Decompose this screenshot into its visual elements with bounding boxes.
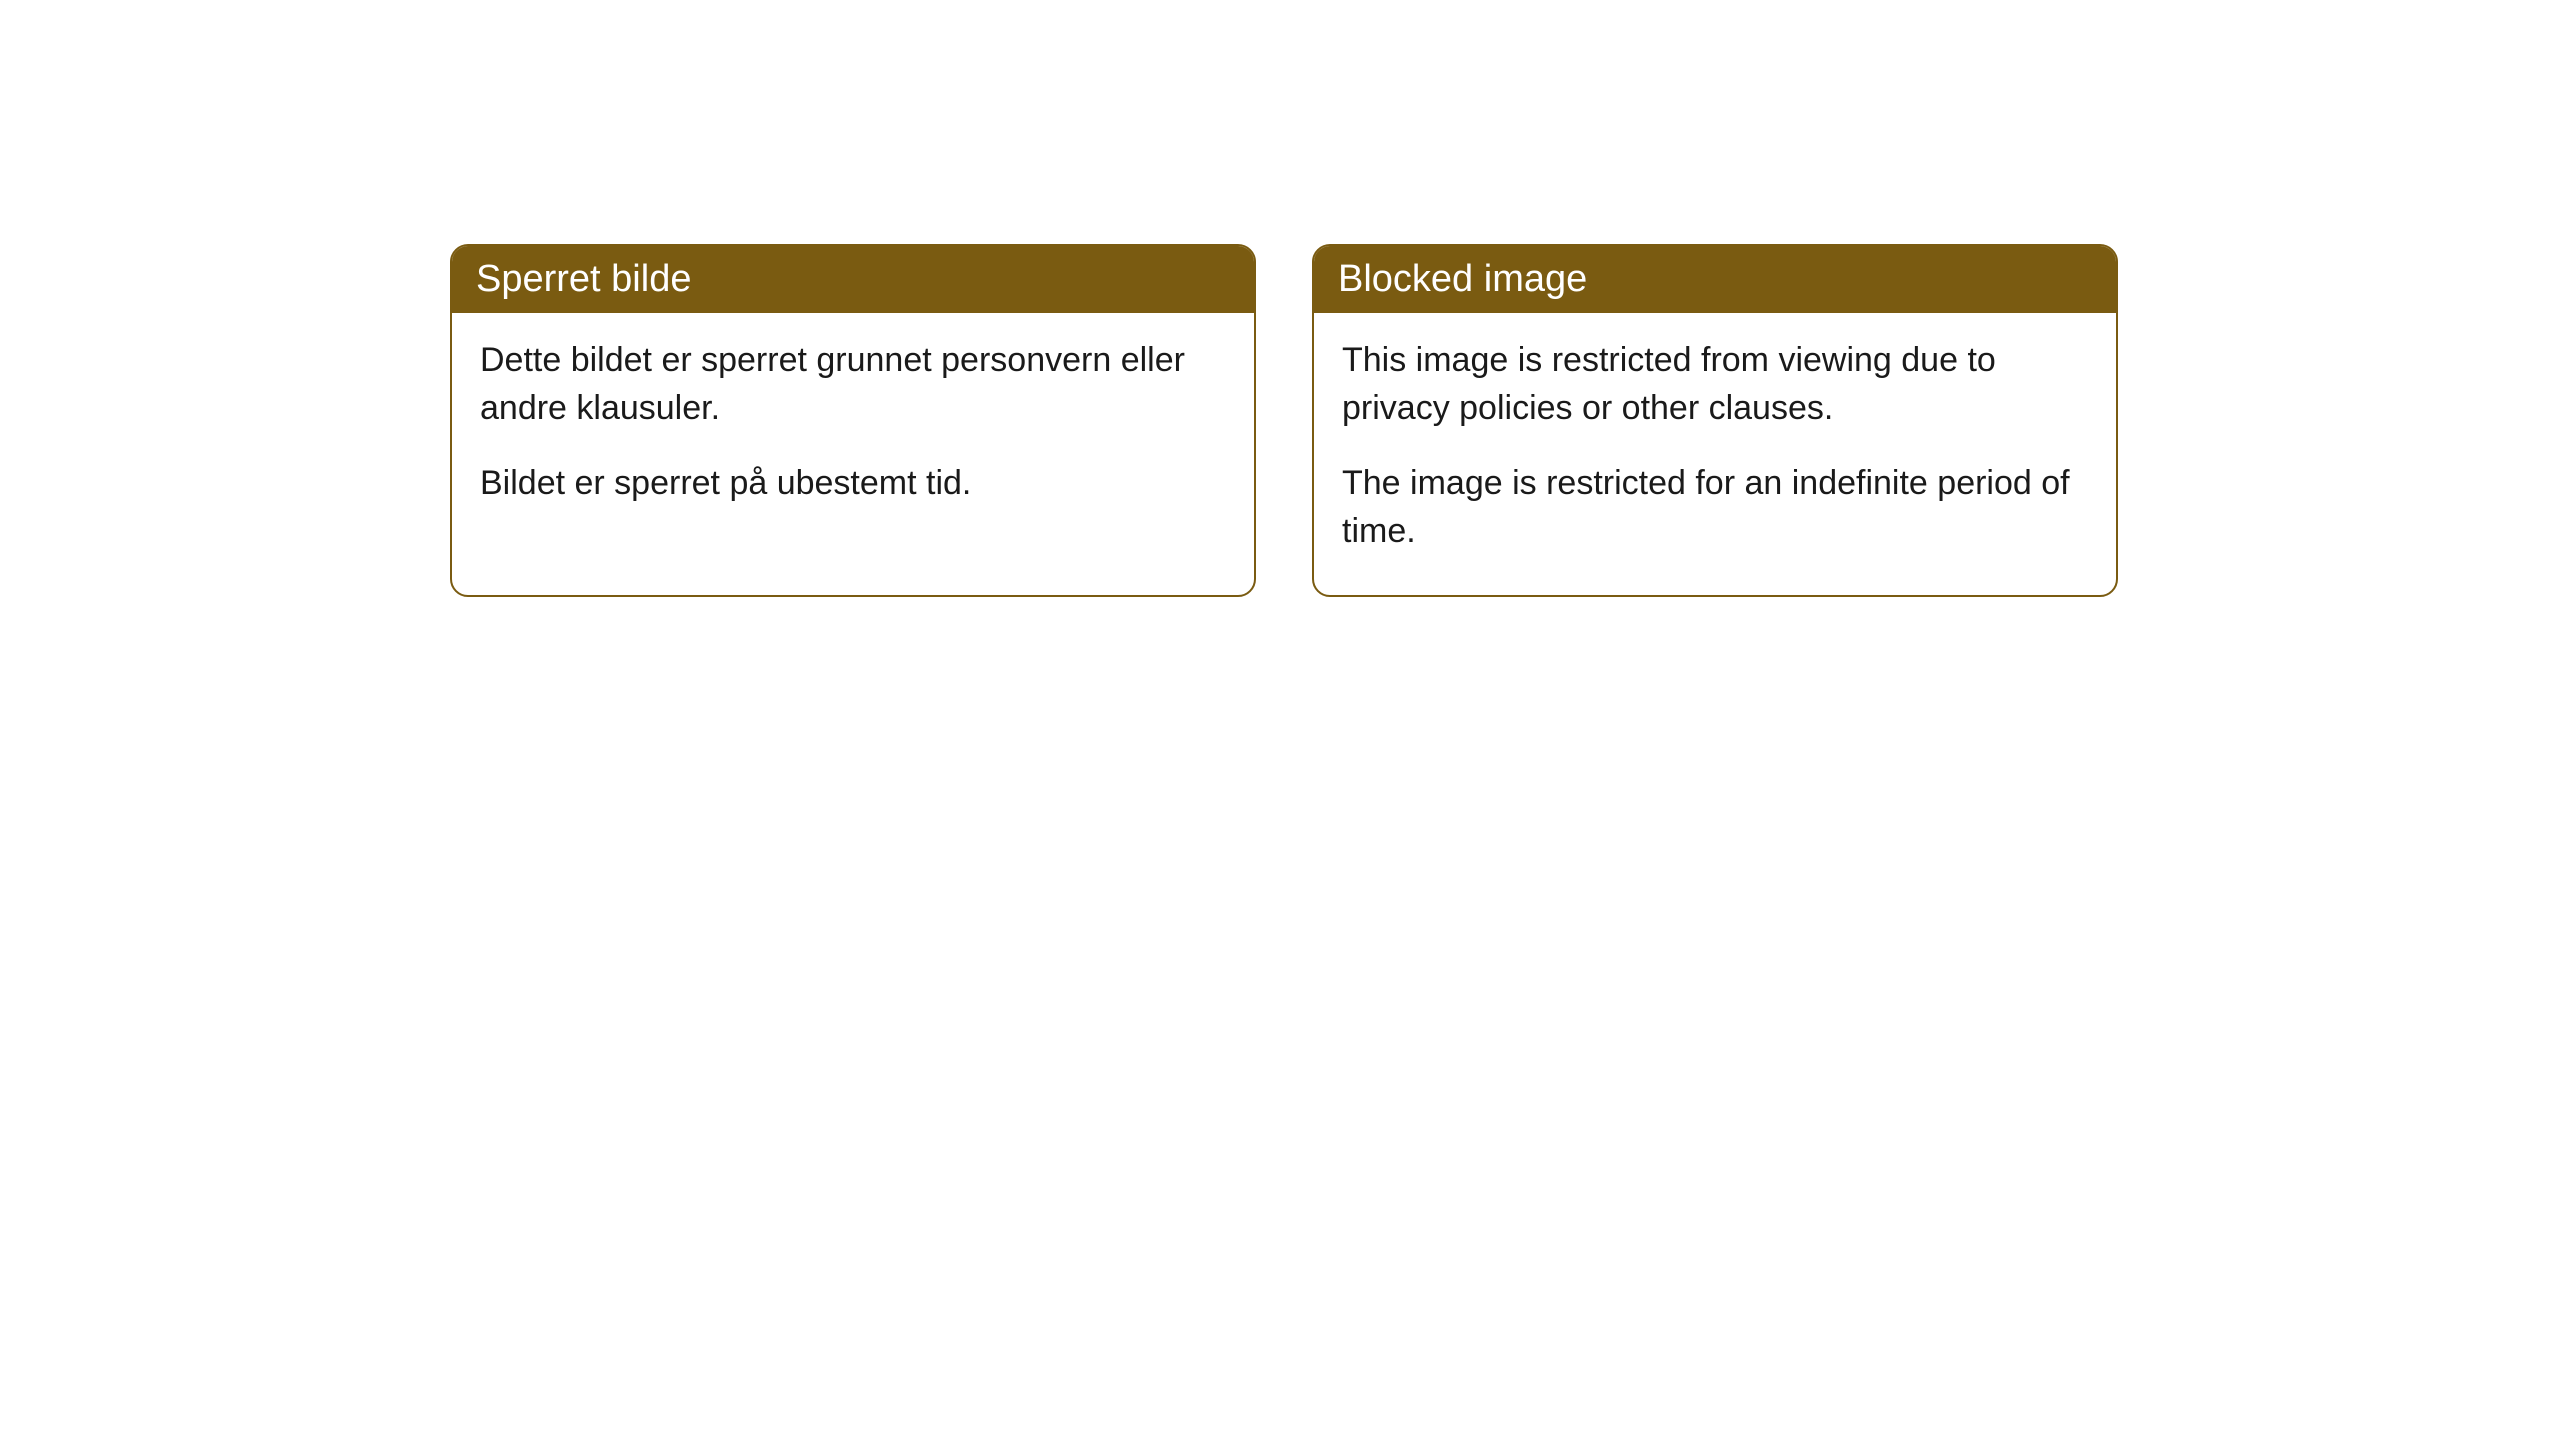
card-header-norwegian: Sperret bilde xyxy=(452,246,1254,313)
card-title-norwegian: Sperret bilde xyxy=(476,258,691,300)
card-body-norwegian: Dette bildet er sperret grunnet personve… xyxy=(452,313,1254,548)
card-header-english: Blocked image xyxy=(1314,246,2116,313)
card-text-norwegian-1: Dette bildet er sperret grunnet personve… xyxy=(480,337,1226,432)
notice-cards-container: Sperret bilde Dette bildet er sperret gr… xyxy=(450,244,2118,597)
notice-card-english: Blocked image This image is restricted f… xyxy=(1312,244,2118,597)
card-text-english-2: The image is restricted for an indefinit… xyxy=(1342,460,2088,555)
card-text-english-1: This image is restricted from viewing du… xyxy=(1342,337,2088,432)
card-title-english: Blocked image xyxy=(1338,258,1587,300)
card-text-norwegian-2: Bildet er sperret på ubestemt tid. xyxy=(480,460,1226,508)
notice-card-norwegian: Sperret bilde Dette bildet er sperret gr… xyxy=(450,244,1256,597)
card-body-english: This image is restricted from viewing du… xyxy=(1314,313,2116,595)
